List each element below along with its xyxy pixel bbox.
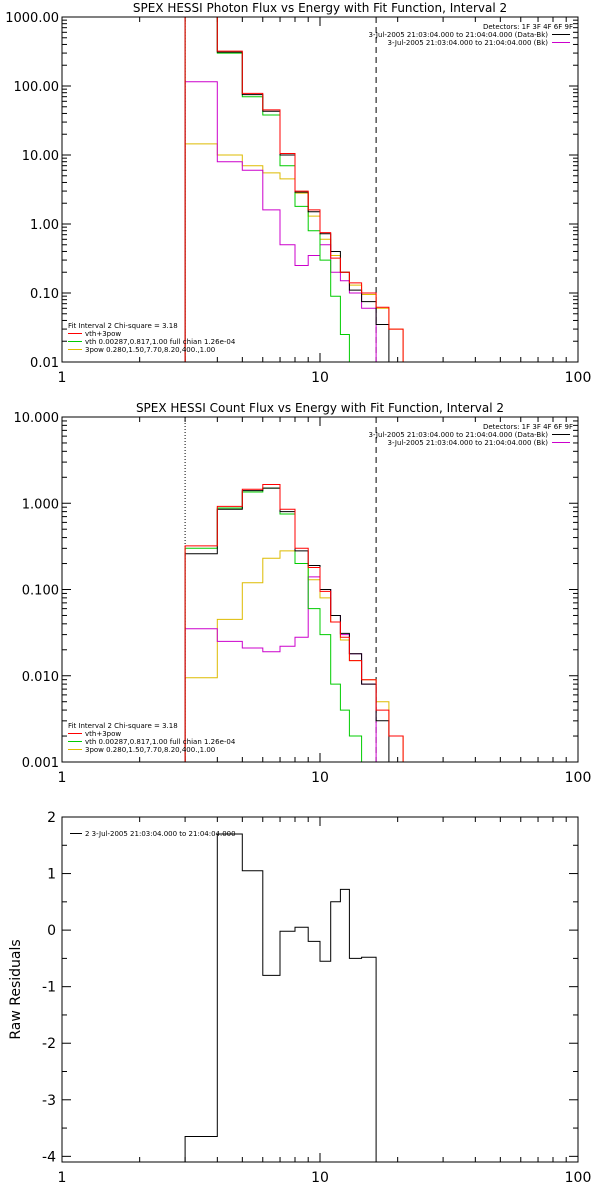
legend-label-vth: vth 0.00287,0.817,1.00 full chian 1.26e-… (85, 338, 236, 346)
y-tick-label: 1000.00 (5, 11, 59, 26)
fit-interval-label: Fit Interval 2 Chi-square = 3.18 (68, 722, 178, 730)
y-tick-label: -3 (42, 1093, 56, 1109)
axes-frame (61, 416, 579, 763)
legend-label-3pow: 3pow 0.280,1.50,7.70,8.20,400.,1.00 (85, 346, 215, 354)
y-tick-label: 1.00 (30, 218, 59, 233)
legend-label-data-bk: 3-Jul-2005 21:03:04.000 to 21:04:04.000 … (369, 31, 549, 39)
y-tick-label: -1 (42, 980, 56, 996)
x-tick-label: 100 (565, 370, 592, 386)
detectors-label: Detectors: 1F 3F 4F 6F 9F (483, 423, 573, 431)
legend-label-data-bk: 3-Jul-2005 21:03:04.000 to 21:04:04.000 … (369, 431, 549, 439)
series-residuals (184, 833, 377, 1162)
series-vth-3pow (184, 17, 404, 362)
y-tick-label: 100.00 (14, 80, 60, 95)
y-tick-label: -2 (42, 1036, 56, 1052)
x-tick-label: 10 (311, 770, 329, 786)
series-vth-3pow (184, 484, 414, 762)
chart-title: SPEX HESSI Photon Flux vs Energy with Fi… (133, 1, 507, 15)
y-tick-label: 1 (47, 867, 56, 883)
plot-area (184, 833, 377, 1162)
y-tick-label: 0.01 (30, 356, 59, 371)
photon-flux-chart: SPEX HESSI Photon Flux vs Energy with Fi… (5, 1, 591, 386)
series-vth (184, 17, 350, 362)
axes-frame (61, 816, 579, 1163)
y-tick-label: 10.000 (14, 411, 60, 426)
y-tick-label: 0.001 (22, 756, 59, 771)
axes-frame (61, 16, 579, 363)
y-tick-label: 1.000 (22, 497, 59, 512)
chart-title: SPEX HESSI Count Flux vs Energy with Fit… (136, 401, 504, 415)
plot-area (184, 17, 404, 362)
x-tick-label: 1 (58, 770, 67, 786)
y-tick-label: 10.00 (22, 149, 59, 164)
y-tick-label: 0.10 (30, 287, 59, 302)
x-tick-label: 1 (58, 370, 67, 386)
legend-label-3pow: 3pow 0.280,1.50,7.70,8.20,400.,1.00 (85, 746, 215, 754)
x-tick-label: 1 (58, 1170, 67, 1186)
y-tick-label: 0.100 (22, 584, 59, 599)
series-3pow (184, 550, 414, 762)
residuals-legend-label: 2 3-Jul-2005 21:03:04.000 to 21:04:04.00… (85, 830, 236, 838)
legend-label-vth-3pow: vth+3pow (85, 330, 121, 338)
count-flux-chart: SPEX HESSI Count Flux vs Energy with Fit… (14, 401, 592, 786)
legend-label-vth-3pow: vth+3pow (85, 730, 121, 738)
legend-label-vth: vth 0.00287,0.817,1.00 full chian 1.26e-… (85, 738, 236, 746)
series-data-bk (184, 487, 414, 762)
y-axis-label: Raw Residuals (8, 939, 24, 1039)
legend-label-background: 3-Jul-2005 21:03:04.000 to 21:04:04.000 … (388, 439, 549, 447)
fit-interval-label: Fit Interval 2 Chi-square = 3.18 (68, 322, 178, 330)
series-data-bk (184, 17, 404, 362)
x-tick-label: 100 (565, 770, 592, 786)
series-vth (184, 487, 414, 762)
y-tick-label: 0 (47, 923, 56, 939)
y-tick-label: 2 (47, 810, 56, 826)
x-tick-label: 10 (311, 1170, 329, 1186)
plot-area (184, 484, 414, 762)
x-tick-label: 10 (311, 370, 329, 386)
detectors-label: Detectors: 1F 3F 4F 6F 9F (483, 23, 573, 31)
series-3pow (184, 143, 404, 362)
y-tick-label: 0.010 (22, 670, 59, 685)
legend-label-background: 3-Jul-2005 21:03:04.000 to 21:04:04.000 … (388, 39, 549, 47)
x-tick-label: 100 (565, 1170, 592, 1186)
y-tick-label: -4 (42, 1149, 56, 1165)
